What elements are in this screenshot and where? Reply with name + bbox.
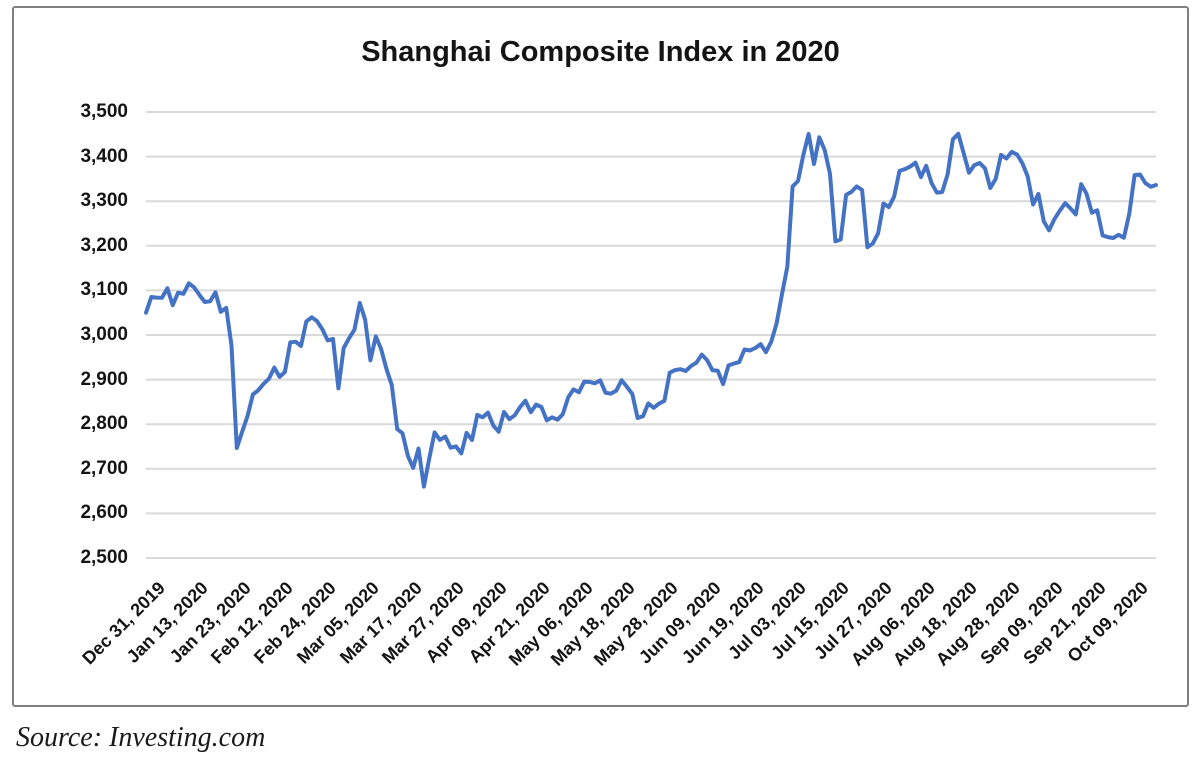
series-line-shanghai-composite [144,131,1158,489]
y-axis-tick-label: 2,900 [80,368,128,390]
y-axis-tick-label: 2,700 [80,457,128,479]
y-axis-tick-label: 2,600 [80,502,128,524]
y-axis-tick-label: 3,000 [80,324,128,345]
y-axis-tick-label: 2,500 [80,547,128,568]
y-axis-tick-label: 3,300 [80,190,128,212]
source-note: Source: Investing.com [16,722,266,753]
y-axis-tick-label: 3,200 [80,234,128,256]
y-axis-tick-label: 2,800 [80,413,128,435]
y-axis-tick-label: 3,100 [80,279,128,301]
y-axis-tick-label: 3,400 [80,145,128,167]
chart-title: Shanghai Composite Index in 2020 [361,36,840,68]
y-axis-tick-label: 3,500 [80,101,128,122]
chart-frame [12,6,1189,707]
